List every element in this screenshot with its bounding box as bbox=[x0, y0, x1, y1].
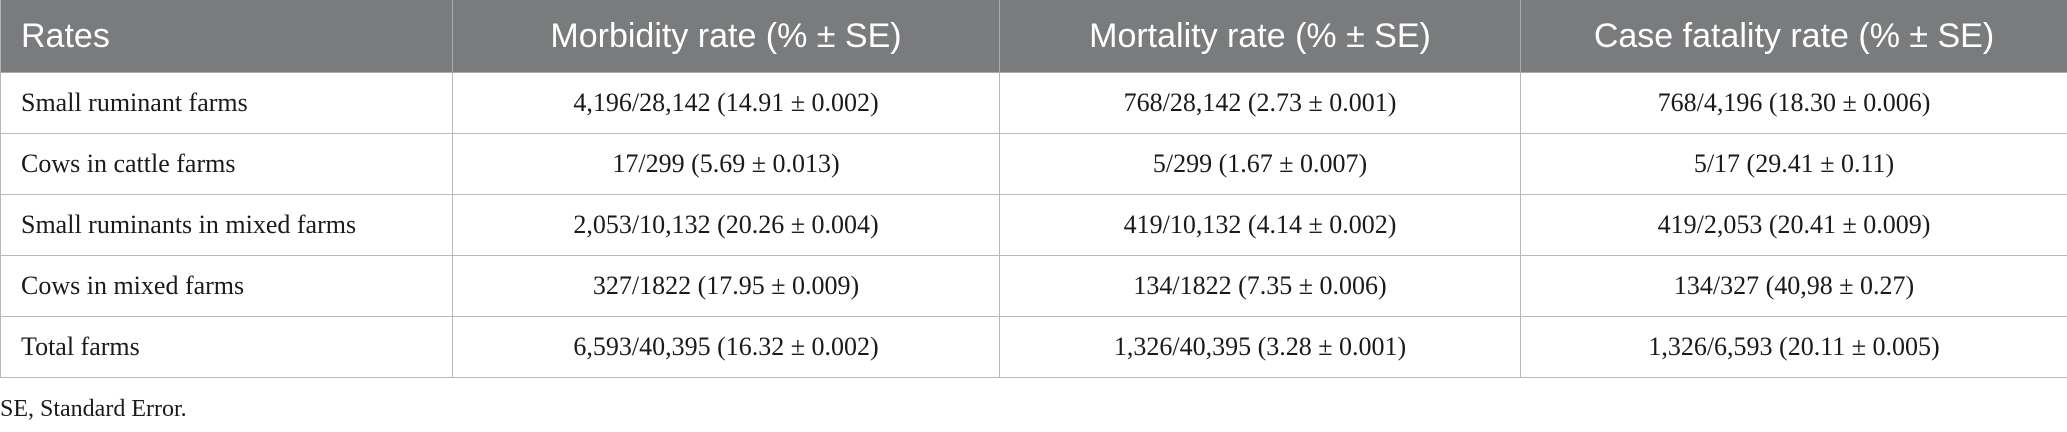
morbidity-cell: 327/1822 (17.95 ± 0.009) bbox=[452, 255, 1000, 317]
row-label: Total farms bbox=[0, 316, 453, 378]
mortality-cell: 5/299 (1.67 ± 0.007) bbox=[999, 133, 1521, 195]
rates-table: Rates Morbidity rate (% ± SE) Mortality … bbox=[0, 0, 2067, 378]
table-row: Cows in mixed farms 327/1822 (17.95 ± 0.… bbox=[0, 255, 2067, 317]
table-footnote: SE, Standard Error. bbox=[0, 396, 187, 422]
mortality-cell: 134/1822 (7.35 ± 0.006) bbox=[999, 255, 1521, 317]
table-row: Small ruminant farms 4,196/28,142 (14.91… bbox=[0, 72, 2067, 134]
table-body: Small ruminant farms 4,196/28,142 (14.91… bbox=[0, 72, 2067, 378]
case-fatality-cell: 1,326/6,593 (20.11 ± 0.005) bbox=[1520, 316, 2067, 378]
row-label: Cows in mixed farms bbox=[0, 255, 453, 317]
table-header: Rates Morbidity rate (% ± SE) Mortality … bbox=[0, 0, 2067, 73]
row-label: Small ruminants in mixed farms bbox=[0, 194, 453, 256]
table-row: Cows in cattle farms 17/299 (5.69 ± 0.01… bbox=[0, 133, 2067, 195]
case-fatality-cell: 134/327 (40,98 ± 0.27) bbox=[1520, 255, 2067, 317]
morbidity-cell: 2,053/10,132 (20.26 ± 0.004) bbox=[452, 194, 1000, 256]
morbidity-cell: 4,196/28,142 (14.91 ± 0.002) bbox=[452, 72, 1000, 134]
rates-table-container: Rates Morbidity rate (% ± SE) Mortality … bbox=[0, 0, 2067, 378]
morbidity-cell: 6,593/40,395 (16.32 ± 0.002) bbox=[452, 316, 1000, 378]
mortality-cell: 419/10,132 (4.14 ± 0.002) bbox=[999, 194, 1521, 256]
header-rates: Rates bbox=[0, 0, 453, 73]
case-fatality-cell: 419/2,053 (20.41 ± 0.009) bbox=[1520, 194, 2067, 256]
case-fatality-cell: 5/17 (29.41 ± 0.11) bbox=[1520, 133, 2067, 195]
row-label: Small ruminant farms bbox=[0, 72, 453, 134]
table-row: Total farms 6,593/40,395 (16.32 ± 0.002)… bbox=[0, 316, 2067, 378]
mortality-cell: 1,326/40,395 (3.28 ± 0.001) bbox=[999, 316, 1521, 378]
header-row: Rates Morbidity rate (% ± SE) Mortality … bbox=[0, 0, 2067, 73]
table-row: Small ruminants in mixed farms 2,053/10,… bbox=[0, 194, 2067, 256]
mortality-cell: 768/28,142 (2.73 ± 0.001) bbox=[999, 72, 1521, 134]
case-fatality-cell: 768/4,196 (18.30 ± 0.006) bbox=[1520, 72, 2067, 134]
header-morbidity-rate: Morbidity rate (% ± SE) bbox=[452, 0, 1000, 73]
morbidity-cell: 17/299 (5.69 ± 0.013) bbox=[452, 133, 1000, 195]
row-label: Cows in cattle farms bbox=[0, 133, 453, 195]
header-case-fatality-rate: Case fatality rate (% ± SE) bbox=[1520, 0, 2067, 73]
header-mortality-rate: Mortality rate (% ± SE) bbox=[999, 0, 1521, 73]
